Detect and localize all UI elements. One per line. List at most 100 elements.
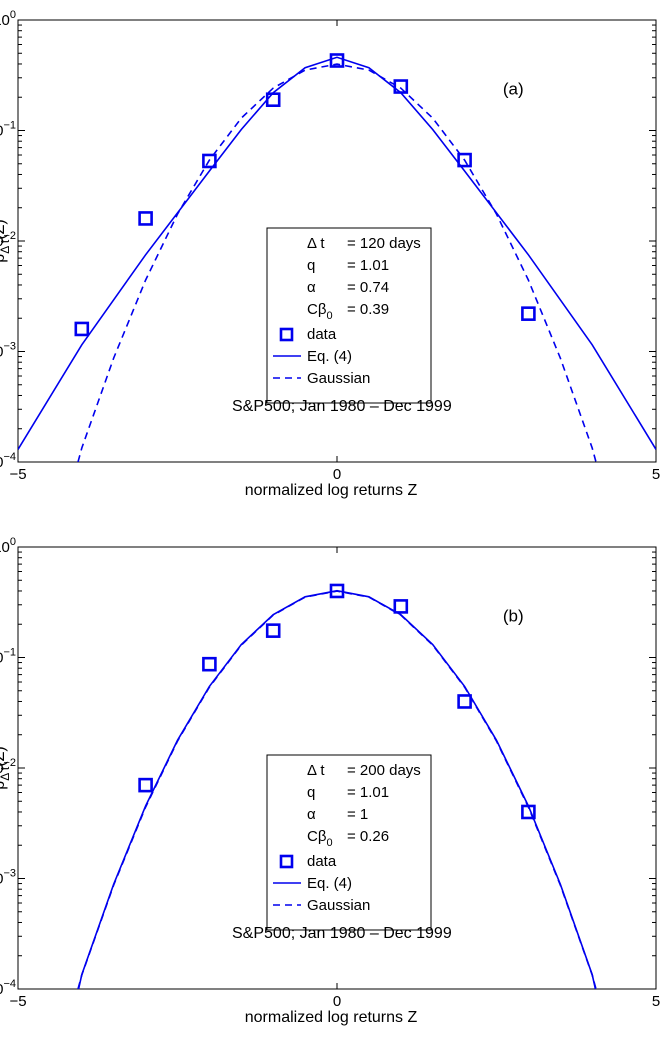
y-tick-label: 10−4 — [0, 978, 16, 998]
x-tick-label: 0 — [333, 466, 341, 483]
plot-area — [18, 56, 656, 462]
y-axis-label: pΔ t(Z) — [0, 219, 12, 262]
source-annotation: S&P500; Jan 1980 – Dec 1999 — [232, 398, 452, 415]
data-point — [329, 53, 345, 68]
data-point — [265, 623, 281, 638]
y-axis-label: pΔ t(Z) — [0, 746, 12, 789]
y-tick-exp: −3 — [3, 868, 16, 880]
param-alpha-symbol: α — [307, 806, 316, 823]
chart-panel-b: −50510010−110−210−310−4pΔ t(Z)normalized… — [0, 536, 660, 1026]
y-tick-label: 100 — [0, 9, 16, 29]
y-tick-base: 10 — [0, 760, 3, 777]
data-point — [138, 211, 153, 226]
param-q-value: = 1.01 — [347, 257, 389, 274]
y-tick-base: 10 — [0, 539, 10, 556]
data-point — [329, 583, 345, 599]
y-tick-exp: 0 — [10, 536, 16, 548]
param-dt-symbol: Δ t — [307, 762, 325, 779]
param-alpha-name: α — [307, 279, 316, 296]
param-alpha-value: = 0.74 — [347, 279, 389, 296]
param-cbeta-name: Cβ0 — [307, 301, 333, 322]
param-cbeta-value: = 0.26 — [347, 828, 389, 845]
y-tick-base: 10 — [0, 233, 3, 250]
param-q-symbol: q — [307, 784, 315, 801]
y-tick-label: 10−2 — [0, 230, 16, 250]
data-point — [521, 804, 536, 820]
data-point — [265, 92, 281, 107]
y-tick-label: 100 — [0, 536, 16, 556]
y-tick-base: 10 — [0, 981, 3, 998]
y-tick-label: 10−1 — [0, 120, 16, 140]
x-tick-label: −5 — [9, 466, 26, 483]
legend-marker-data — [279, 854, 294, 869]
data-point — [202, 656, 217, 672]
param-alpha-symbol: α — [307, 279, 316, 296]
y-tick-exp: −1 — [3, 120, 16, 132]
legend-label: Eq. (4) — [307, 875, 352, 892]
y-tick-exp: −3 — [3, 341, 16, 353]
source-annotation: S&P500; Jan 1980 – Dec 1999 — [232, 925, 452, 942]
data-point — [521, 306, 536, 321]
param-cbeta-name: Cβ0 — [307, 828, 333, 849]
y-tick-base: 10 — [0, 12, 10, 29]
panel-label: (b) — [503, 607, 524, 626]
legend-label: Gaussian — [307, 897, 370, 914]
y-label-p: p — [0, 254, 8, 263]
param-q-name: q — [307, 784, 315, 801]
data-point — [457, 152, 472, 168]
param-cbeta-sub: 0 — [326, 310, 332, 322]
x-axis-label: normalized log returns Z — [245, 482, 418, 499]
legend-label: Eq. (4) — [307, 348, 352, 365]
eq4-curve — [18, 56, 656, 450]
param-dt-value: = 200 days — [347, 762, 421, 779]
gaussian-curve — [77, 63, 597, 462]
param-dt-name: Δ t — [307, 235, 325, 252]
y-tick-base: 10 — [0, 871, 3, 888]
y-label-sub: Δ t — [0, 766, 12, 781]
legend-box — [266, 227, 432, 404]
legend-label: data — [307, 853, 337, 870]
data-point — [457, 694, 472, 709]
param-cbeta-sub: 0 — [326, 837, 332, 849]
y-tick-exp: −4 — [3, 451, 16, 463]
param-dt-symbol: Δ t — [307, 235, 325, 252]
x-tick-label: 5 — [652, 993, 660, 1010]
y-label-sub: Δ t — [0, 239, 12, 254]
y-tick-base: 10 — [0, 344, 3, 361]
y-tick-exp: −4 — [3, 978, 16, 990]
legend-label: data — [307, 326, 337, 343]
y-tick-exp: −2 — [3, 757, 16, 769]
legend-box — [266, 754, 432, 931]
data-point — [138, 777, 153, 793]
x-tick-label: −5 — [9, 993, 26, 1010]
param-alpha-value: = 1 — [347, 806, 368, 823]
legend-marker-data — [279, 327, 294, 342]
x-tick-label: 0 — [333, 993, 341, 1010]
param-q-name: q — [307, 257, 315, 274]
y-tick-label: 10−1 — [0, 647, 16, 667]
y-label-arg: (Z) — [0, 219, 8, 239]
y-tick-label: 10−4 — [0, 451, 16, 471]
y-label-arg: (Z) — [0, 746, 8, 766]
y-tick-label: 10−3 — [0, 341, 16, 361]
param-cbeta-symbol: Cβ — [307, 301, 327, 318]
y-tick-label: 10−3 — [0, 868, 16, 888]
param-cbeta-symbol: Cβ — [307, 828, 327, 845]
panel-label: (a) — [503, 80, 524, 99]
x-tick-label: 5 — [652, 466, 660, 483]
y-label-p: p — [0, 781, 8, 790]
param-cbeta-value: = 0.39 — [347, 301, 389, 318]
param-q-symbol: q — [307, 257, 315, 274]
param-dt-value: = 120 days — [347, 235, 421, 252]
y-tick-exp: 0 — [10, 9, 16, 21]
x-axis-label: normalized log returns Z — [245, 1009, 418, 1026]
y-tick-base: 10 — [0, 454, 3, 471]
y-tick-exp: −1 — [3, 647, 16, 659]
y-tick-base: 10 — [0, 123, 3, 140]
param-dt-name: Δ t — [307, 762, 325, 779]
data-point — [393, 79, 409, 94]
data-point — [393, 599, 409, 614]
y-tick-exp: −2 — [3, 230, 16, 242]
data-point — [202, 153, 217, 169]
